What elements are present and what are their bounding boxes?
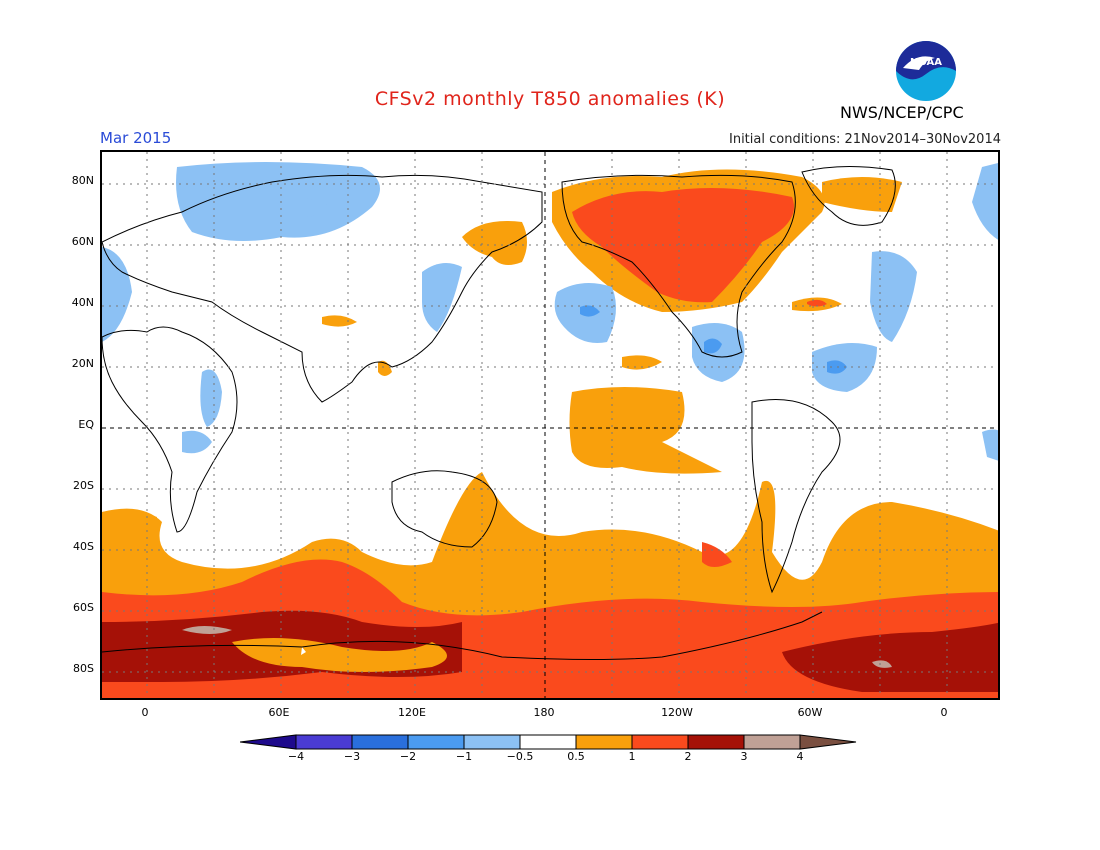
lon-label-120e: 120E [398,706,426,719]
agency-credit: NWS/NCEP/CPC [840,103,964,122]
legend-cell [631,734,689,750]
legend-label: −4 [287,750,305,763]
lat-label-40n: 40N [71,296,94,309]
legend-cell [351,734,409,750]
lat-label-60n: 60N [71,235,94,248]
lat-label-eq: EQ [78,418,94,431]
lat-label-20s: 20S [73,479,94,492]
lon-label-60w: 60W [797,706,823,719]
forecast-month: Mar 2015 [100,129,172,147]
color-legend [240,734,857,750]
legend-cell [687,734,745,750]
legend-label: 0.5 [567,750,585,763]
legend-label: 1 [628,750,636,763]
legend-label: 3 [740,750,748,763]
initial-conditions: Initial conditions: 21Nov2014–30Nov2014 [729,132,1001,147]
legend-label: −0.5 [506,750,534,763]
lon-label-0-east: 0 [940,706,948,719]
lat-label-80n: 80N [71,174,94,187]
anomaly-field [102,152,998,698]
legend-arrow-high [799,734,857,750]
legend-cell [519,734,577,750]
legend-label: −2 [399,750,417,763]
svg-text:NOAA: NOAA [910,57,942,68]
legend-cell [575,734,633,750]
legend-label: −3 [343,750,361,763]
noaa-logo: NOAA [896,41,956,101]
legend-label: −1 [455,750,473,763]
lon-label-0: 0 [141,706,149,719]
lon-label-180: 180 [533,706,555,719]
legend-cell [295,734,353,750]
legend-cell [743,734,801,750]
legend-label: 2 [684,750,692,763]
anomaly-map [100,150,1000,700]
map-title: CFSv2 monthly T850 anomalies (K) [374,88,726,110]
legend-cell [463,734,521,750]
legend-label: 4 [796,750,804,763]
lon-label-60e: 60E [268,706,290,719]
legend-arrow-low [240,734,297,750]
lon-label-120w: 120W [661,706,693,719]
legend-cell [407,734,465,750]
lat-label-20n: 20N [71,357,94,370]
lat-label-40s: 40S [73,540,94,553]
lat-label-80s: 80S [73,662,94,675]
lat-label-60s: 60S [73,601,94,614]
